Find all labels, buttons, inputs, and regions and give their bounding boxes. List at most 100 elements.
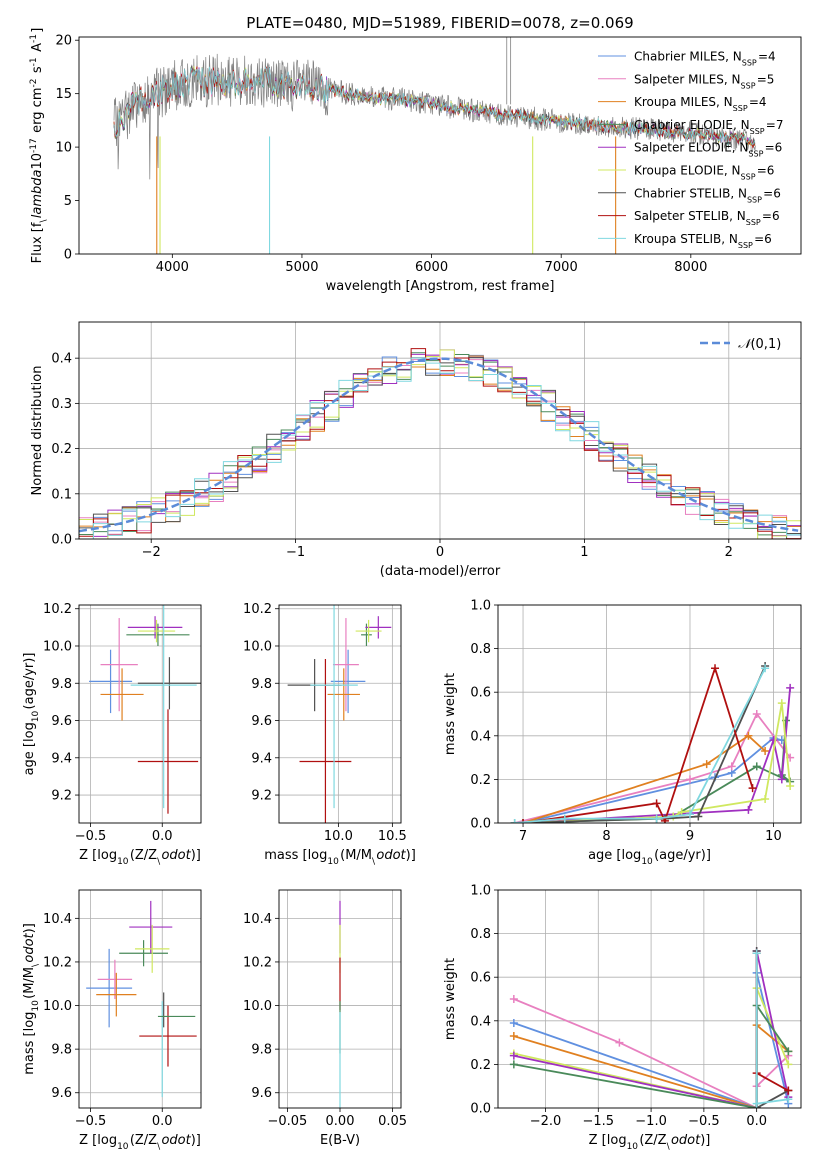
axes-frame <box>278 604 402 824</box>
y-tick-label: 5 <box>64 194 72 209</box>
plot-area-mass_weight_vs_Z <box>509 947 793 1108</box>
y-axis-label: age [log10 (age/yr)] <box>22 653 41 776</box>
plot-area-mass_vs_Z <box>86 900 197 1098</box>
y-axis-label: mass weight <box>443 673 458 755</box>
legend-label: Salpeter STELIB, NSSP =6 <box>634 209 780 227</box>
errorbar-point <box>139 1005 197 1067</box>
mass-weight-marker <box>777 775 786 784</box>
errorbar-point <box>365 616 392 639</box>
y-tick-label: 0.0 <box>51 533 72 548</box>
x-tick-label: −1.0 <box>635 1114 667 1129</box>
legend: Chabrier MILES, NSSP =4 Salpeter MILES, N… <box>598 50 784 249</box>
x-axis-label: mass [log10 (M/M\ odot)] <box>264 848 416 867</box>
legend-label: Salpeter MILES, NSSP =5 <box>634 72 774 90</box>
mass-weight-marker <box>777 699 786 708</box>
y-tick-label: 15 <box>55 87 72 102</box>
legend-label: Chabrier STELIB, NSSP =6 <box>634 186 781 204</box>
errorbar-point <box>96 972 137 1017</box>
x-tick-label: 10.5 <box>378 829 407 844</box>
x-tick-label: 0.0 <box>152 829 173 844</box>
y-tick-label: 0.8 <box>470 927 491 942</box>
y-tick-label: 0.2 <box>470 1058 491 1073</box>
y-tick-label: 10.0 <box>243 639 272 654</box>
mass-weight-marker <box>752 710 761 718</box>
x-tick-label: 0 <box>436 545 444 560</box>
axes-age_vs_Z: −0.5 0.0 9.2 9.4 9.6 9.8 10.0 10.2 Z [log10 (Z/Z… <box>22 602 202 867</box>
x-tick-label: −1.5 <box>583 1114 615 1129</box>
x-tick-label: 5000 <box>285 260 318 275</box>
mass-weight-line <box>514 667 766 823</box>
x-axis-label: Z [log10 (Z/Z\ odot)] <box>589 1133 711 1152</box>
x-axis-label: wavelength [Angstrom, rest frame] <box>326 279 555 294</box>
mass-weight-marker <box>615 1038 624 1047</box>
mass-weight-marker <box>748 784 757 793</box>
y-tick-label: 0.4 <box>470 1014 491 1029</box>
axes-frame <box>278 889 402 1109</box>
residual-histogram <box>79 357 801 539</box>
model-spectrum-line <box>113 66 756 146</box>
y-tick-label: 0.0 <box>470 817 491 832</box>
plot-area-age_vs_Z <box>89 605 201 814</box>
errorbar-point <box>89 649 133 714</box>
x-tick-label: 0.05 <box>378 1114 407 1129</box>
y-tick-label: 9.6 <box>51 1086 72 1101</box>
errorbar-point <box>130 605 197 809</box>
y-tick-label: 0.2 <box>470 773 491 788</box>
mass-weight-marker <box>784 1060 793 1069</box>
y-axis-label: Flux [f\ lambda10-17 erg cm-2 s-1 A-1 ] <box>29 28 49 264</box>
errorbar-point <box>137 619 176 643</box>
y-tick-label: 9.8 <box>251 677 272 692</box>
y-axis-label: mass weight <box>443 958 458 1040</box>
mass-weight-line <box>522 665 754 823</box>
x-tick-label: 0.0 <box>152 1114 173 1129</box>
errorbar-point <box>299 659 352 823</box>
y-tick-label: 1.0 <box>470 884 491 899</box>
x-tick-label: −0.5 <box>75 829 107 844</box>
axes-mass_weight_vs_Z: −2.0 −1.5 −1.0 −0.5 0.0 0.0 0.2 0.4 0.6 0.8 1.0 Z [… <box>443 884 802 1152</box>
mass-weight-marker <box>652 799 661 808</box>
y-tick-label: 10 <box>55 141 72 156</box>
x-tick-label: 10 <box>765 829 782 844</box>
x-tick-label: 1 <box>580 545 588 560</box>
errorbar-point <box>137 657 201 710</box>
errorbar-point <box>332 618 359 712</box>
mass-weight-marker <box>694 812 703 821</box>
y-tick-label: 0 <box>64 248 72 263</box>
mass-weight-marker <box>744 731 753 740</box>
axes-frame <box>497 889 802 1109</box>
mass-weight-marker <box>509 1060 518 1069</box>
plot-area-residuals <box>79 348 801 539</box>
y-tick-label: 0.2 <box>51 442 72 457</box>
legend-label: 𝒩(0,1) <box>738 337 781 352</box>
mass-weight-marker <box>744 805 753 814</box>
mass-weight-marker <box>761 664 770 673</box>
x-tick-label: −1 <box>286 545 305 560</box>
mass-weight-marker <box>727 762 736 771</box>
mass-weight-marker <box>784 1047 793 1056</box>
x-tick-label: −2 <box>142 545 161 560</box>
mass-weight-marker <box>752 762 761 771</box>
y-tick-label: 10.4 <box>43 912 72 927</box>
mass-weight-marker <box>519 819 528 823</box>
x-axis-label: E(B-V) <box>320 1133 360 1148</box>
y-tick-label: 9.8 <box>51 677 72 692</box>
y-tick-label: 9.8 <box>51 1043 72 1058</box>
axes-frame <box>78 321 802 540</box>
errorbar-point <box>327 668 360 721</box>
errorbar-point <box>310 605 358 809</box>
y-tick-label: 9.6 <box>251 1086 272 1101</box>
y-tick-label: 10.4 <box>243 912 272 927</box>
mass-weight-marker <box>784 1086 793 1095</box>
mass-weight-marker <box>752 1099 761 1108</box>
errorbar-point <box>355 619 382 643</box>
plot-area-age_vs_mass <box>287 605 392 823</box>
mass-weight-marker <box>685 810 694 819</box>
y-tick-label: 9.4 <box>51 751 72 766</box>
mass-weight-marker <box>509 1032 518 1041</box>
y-tick-label: 0.4 <box>51 352 72 367</box>
mass-weight-line <box>522 702 791 823</box>
y-tick-label: 10.0 <box>243 999 272 1014</box>
x-tick-label: 0.00 <box>326 1114 355 1129</box>
x-tick-label: −0.5 <box>688 1114 720 1129</box>
